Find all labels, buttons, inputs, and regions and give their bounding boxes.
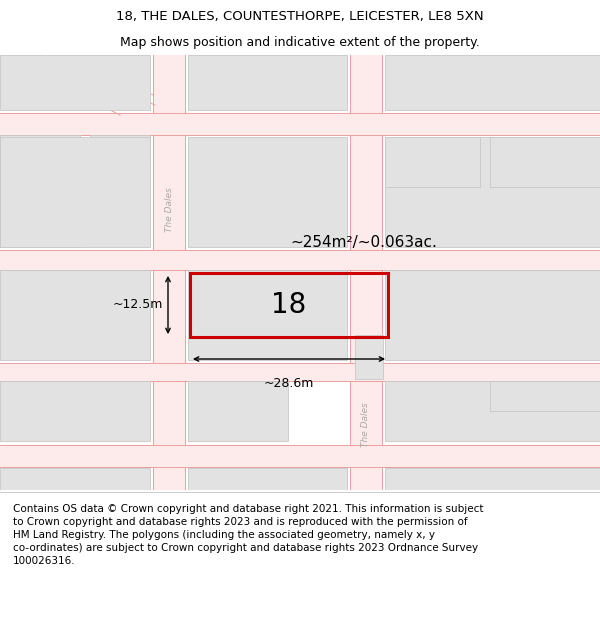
Text: 18: 18 [271,291,307,319]
Bar [0,363,600,381]
Bar [90,135,150,165]
Bar [0,445,600,467]
Bar [188,137,347,247]
Bar [188,381,288,441]
Bar [0,270,150,360]
Text: The Dales: The Dales [164,188,173,232]
Bar [188,55,347,110]
Bar [188,270,347,360]
Bar [0,468,150,490]
Bar [188,468,347,490]
Text: ~28.6m: ~28.6m [264,377,314,390]
Bar [490,137,600,187]
Bar [385,270,600,360]
Text: Contains OS data © Crown copyright and database right 2021. This information is : Contains OS data © Crown copyright and d… [13,504,484,566]
Text: Map shows position and indicative extent of the property.: Map shows position and indicative extent… [120,36,480,49]
Bar [0,381,150,441]
Text: ~12.5m: ~12.5m [113,299,163,311]
Bar [0,113,600,135]
Bar [350,55,382,490]
Text: 18, THE DALES, COUNTESTHORPE, LEICESTER, LE8 5XN: 18, THE DALES, COUNTESTHORPE, LEICESTER,… [116,10,484,23]
Bar [490,381,600,411]
Bar [0,55,150,110]
Bar [385,381,600,441]
Bar [385,137,600,247]
Bar [385,468,600,490]
Bar [0,135,80,247]
Bar [385,55,600,110]
Bar [153,55,185,490]
Bar [355,335,383,379]
Bar [0,250,600,270]
Bar [385,137,480,187]
Text: ~254m²/~0.063ac.: ~254m²/~0.063ac. [290,235,437,250]
Bar [190,273,388,337]
Text: The Dales: The Dales [361,402,371,448]
Bar [0,137,150,247]
